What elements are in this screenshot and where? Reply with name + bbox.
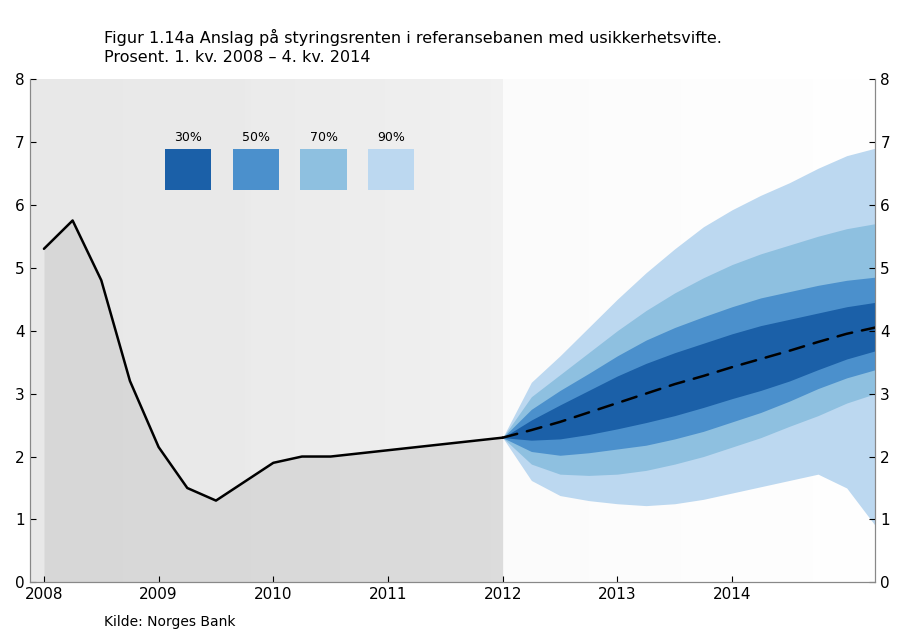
Text: Figur 1.14a Anslag på styringsrenten i referansebanen med usikkerhetsvifte.: Figur 1.14a Anslag på styringsrenten i r… <box>104 29 722 46</box>
FancyBboxPatch shape <box>368 149 414 190</box>
Text: Prosent. 1. kv. 2008 – 4. kv. 2014: Prosent. 1. kv. 2008 – 4. kv. 2014 <box>104 50 370 65</box>
Text: 90%: 90% <box>377 131 405 144</box>
Text: 50%: 50% <box>242 131 270 144</box>
Text: 30%: 30% <box>175 131 202 144</box>
Text: Kilde: Norges Bank: Kilde: Norges Bank <box>104 615 235 629</box>
FancyBboxPatch shape <box>165 149 212 190</box>
FancyBboxPatch shape <box>233 149 279 190</box>
FancyBboxPatch shape <box>300 149 347 190</box>
Text: 70%: 70% <box>310 131 338 144</box>
Polygon shape <box>30 79 502 583</box>
